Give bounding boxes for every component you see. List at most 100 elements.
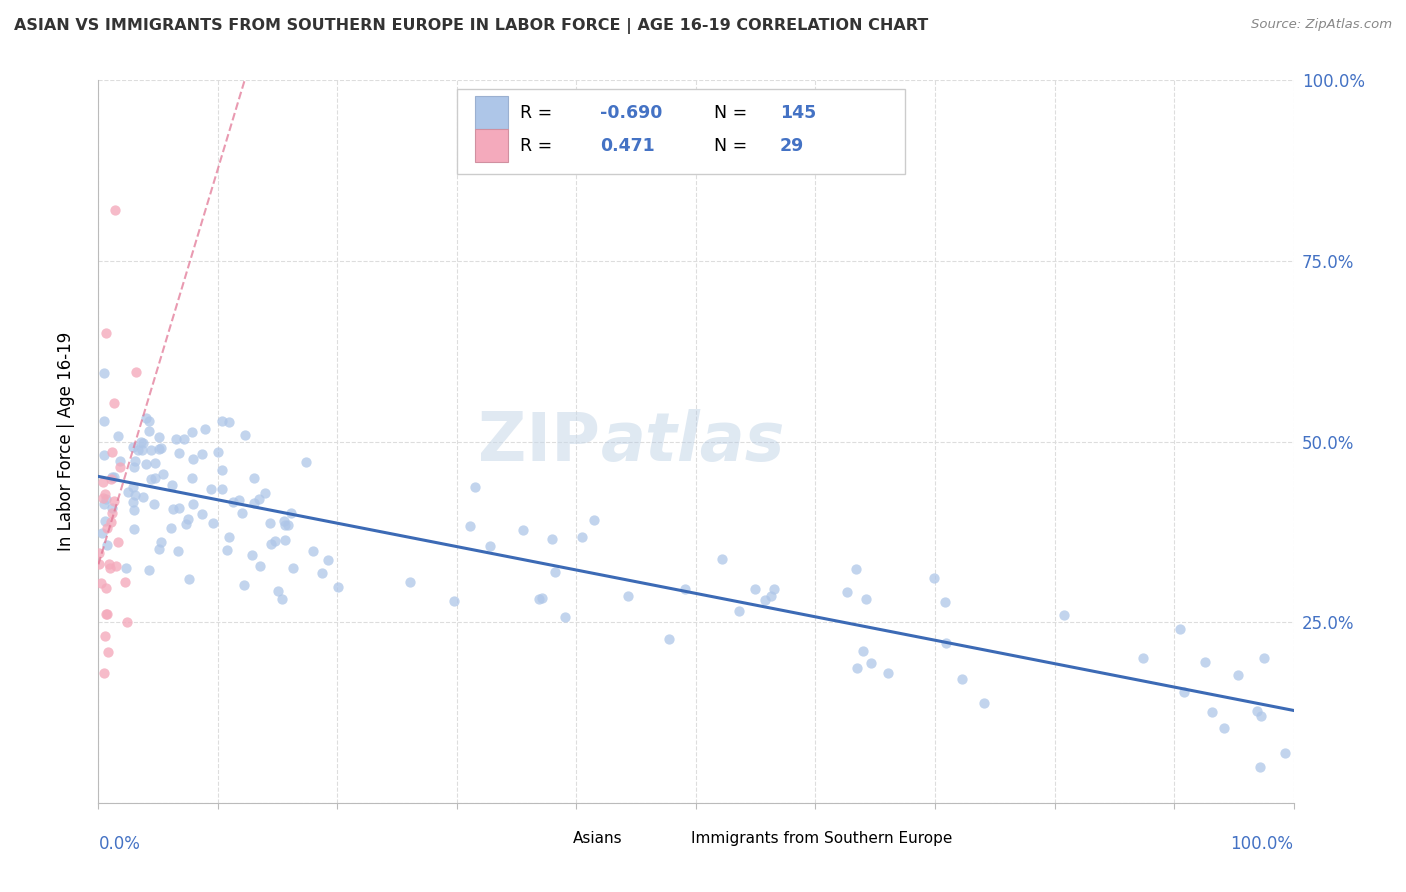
Point — [233, 428, 256, 442]
Point — [259, 516, 281, 531]
Point — [117, 484, 139, 499]
Point — [103, 396, 125, 410]
Point — [222, 495, 245, 509]
Point — [89, 546, 111, 560]
Text: N =: N = — [714, 137, 747, 155]
Point — [761, 589, 783, 603]
Point — [1132, 651, 1154, 665]
Text: 0.0%: 0.0% — [98, 835, 141, 854]
Point — [852, 644, 875, 658]
Point — [1249, 760, 1271, 774]
Text: 145: 145 — [780, 103, 815, 122]
Text: R =: R = — [520, 103, 553, 122]
Point — [181, 452, 204, 467]
Text: ASIAN VS IMMIGRANTS FROM SOUTHERN EUROPE IN LABOR FORCE | AGE 16-19 CORRELATION : ASIAN VS IMMIGRANTS FROM SOUTHERN EUROPE… — [14, 18, 928, 34]
Point — [93, 413, 115, 427]
Point — [211, 414, 233, 428]
Point — [162, 502, 184, 516]
Point — [211, 482, 233, 496]
Point — [96, 607, 118, 621]
Point — [260, 537, 283, 551]
Point — [242, 471, 264, 485]
Y-axis label: In Labor Force | Age 16-19: In Labor Force | Age 16-19 — [56, 332, 75, 551]
Point — [141, 443, 163, 458]
Point — [135, 457, 157, 471]
Point — [530, 591, 553, 605]
Point — [1194, 655, 1216, 669]
FancyBboxPatch shape — [658, 829, 685, 849]
Point — [98, 557, 121, 571]
Point — [935, 636, 957, 650]
Point — [127, 442, 149, 457]
Point — [398, 575, 420, 590]
Point — [527, 592, 550, 607]
Point — [94, 514, 117, 528]
FancyBboxPatch shape — [475, 96, 509, 128]
Point — [101, 445, 124, 459]
Point — [311, 566, 333, 580]
Point — [200, 482, 222, 496]
Point — [443, 594, 465, 608]
Point — [744, 582, 766, 597]
Point — [105, 559, 128, 574]
Point — [1226, 667, 1249, 681]
Point — [218, 530, 240, 544]
Point — [107, 429, 129, 443]
Point — [231, 507, 253, 521]
Point — [217, 543, 239, 558]
Point — [1168, 622, 1191, 636]
Point — [160, 521, 183, 535]
Point — [143, 471, 166, 485]
Point — [149, 442, 172, 456]
Point — [122, 522, 145, 536]
Point — [194, 422, 217, 436]
Text: N =: N = — [714, 103, 747, 122]
Point — [1053, 607, 1076, 622]
Point — [166, 544, 188, 558]
Point — [94, 487, 117, 501]
Point — [93, 629, 115, 643]
Point — [131, 443, 153, 458]
FancyBboxPatch shape — [475, 129, 509, 162]
Point — [149, 535, 172, 549]
Point — [121, 495, 143, 509]
Point — [94, 326, 117, 340]
Point — [950, 672, 973, 686]
Text: -0.690: -0.690 — [600, 103, 662, 122]
Point — [232, 578, 254, 592]
Point — [973, 696, 995, 710]
Point — [138, 414, 160, 428]
Point — [267, 584, 290, 599]
Point — [1274, 746, 1296, 760]
Point — [148, 442, 170, 456]
Point — [91, 475, 114, 489]
Point — [132, 436, 155, 450]
Point — [554, 610, 576, 624]
Point — [512, 523, 534, 537]
Point — [254, 486, 277, 500]
Point — [328, 580, 350, 594]
Point — [96, 520, 118, 534]
Point — [98, 561, 121, 575]
Point — [922, 571, 945, 585]
Point — [583, 513, 606, 527]
Point — [138, 563, 160, 577]
Point — [121, 440, 143, 454]
Point — [93, 448, 115, 462]
Point — [138, 425, 160, 439]
Point — [281, 560, 304, 574]
Text: 0.471: 0.471 — [600, 137, 655, 155]
Point — [91, 526, 114, 541]
Point — [316, 553, 339, 567]
Point — [728, 604, 751, 618]
FancyBboxPatch shape — [457, 89, 905, 174]
Text: 100.0%: 100.0% — [1230, 835, 1294, 854]
Point — [240, 549, 263, 563]
Text: atlas: atlas — [600, 409, 785, 475]
Point — [103, 494, 125, 508]
Point — [191, 507, 214, 521]
Point — [108, 460, 131, 475]
Point — [152, 467, 174, 481]
Point — [148, 541, 170, 556]
Point — [93, 666, 115, 681]
